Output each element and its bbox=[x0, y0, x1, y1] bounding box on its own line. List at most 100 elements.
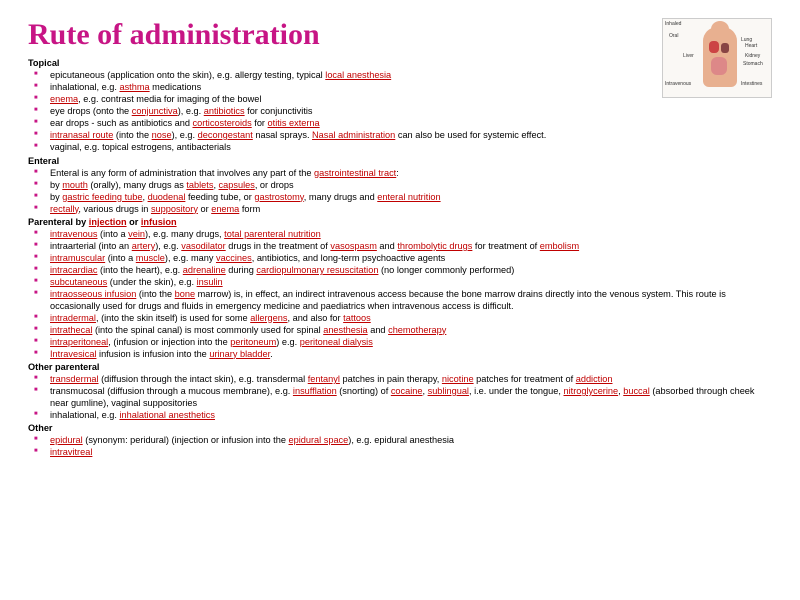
link[interactable]: vasodilator bbox=[181, 241, 225, 251]
link[interactable]: mouth bbox=[62, 180, 88, 190]
link[interactable]: fentanyl bbox=[308, 374, 340, 384]
heading-link[interactable]: infusion bbox=[141, 217, 177, 227]
link[interactable]: epidural bbox=[50, 435, 83, 445]
text: Enteral is any form of administration th… bbox=[50, 168, 314, 178]
list-item: Intravesical infusion is infusion into t… bbox=[28, 349, 772, 361]
link[interactable]: subcutaneous bbox=[50, 277, 107, 287]
link[interactable]: corticosteroids bbox=[192, 118, 251, 128]
link[interactable]: Nasal administration bbox=[312, 130, 395, 140]
text: form bbox=[239, 204, 260, 214]
list-item: intraperitoneal, (infusion or injection … bbox=[28, 337, 772, 349]
text: intraarterial (into an bbox=[50, 241, 132, 251]
text: (under the skin), e.g. bbox=[107, 277, 196, 287]
text: ), e.g. many drugs, bbox=[145, 229, 224, 239]
link[interactable]: capsules bbox=[219, 180, 255, 190]
page-title: Rute of administration bbox=[28, 18, 772, 52]
link[interactable]: local anesthesia bbox=[325, 70, 391, 80]
link[interactable]: intravenous bbox=[50, 229, 98, 239]
text: for treatment of bbox=[472, 241, 539, 251]
link[interactable]: intranasal route bbox=[50, 130, 113, 140]
text: can also be used for systemic effect. bbox=[395, 130, 546, 140]
list-item: inhalational, e.g. asthma medications bbox=[28, 82, 772, 94]
diagram-label: Inhaled bbox=[665, 21, 681, 27]
text: patches for treatment of bbox=[474, 374, 576, 384]
heading-link[interactable]: injection bbox=[89, 217, 127, 227]
section-heading: Other bbox=[28, 423, 772, 435]
link[interactable]: enema bbox=[50, 94, 78, 104]
link[interactable]: vaccines bbox=[216, 253, 252, 263]
link[interactable]: peritoneum bbox=[230, 337, 276, 347]
link[interactable]: intravitreal bbox=[50, 447, 92, 457]
link[interactable]: inhalational anesthetics bbox=[119, 410, 215, 420]
link[interactable]: conjunctiva bbox=[132, 106, 178, 116]
section-heading: Parenteral by injection or infusion bbox=[28, 217, 772, 229]
link[interactable]: transdermal bbox=[50, 374, 99, 384]
link[interactable]: addiction bbox=[576, 374, 613, 384]
link[interactable]: decongestant bbox=[198, 130, 253, 140]
link[interactable]: gastrostomy bbox=[254, 192, 303, 202]
text: , and also for bbox=[287, 313, 343, 323]
link[interactable]: vasospasm bbox=[330, 241, 376, 251]
link[interactable]: sublingual bbox=[428, 386, 469, 396]
link[interactable]: total parenteral nutrition bbox=[224, 229, 321, 239]
link[interactable]: nicotine bbox=[442, 374, 474, 384]
link[interactable]: thrombolytic drugs bbox=[397, 241, 472, 251]
link[interactable]: cardiopulmonary resuscitation bbox=[256, 265, 378, 275]
list-item: subcutaneous (under the skin), e.g. insu… bbox=[28, 277, 772, 289]
content: Topicalepicutaneous (application onto th… bbox=[28, 58, 772, 459]
heading-text: or bbox=[127, 217, 141, 227]
text: epicutaneous (application onto the skin)… bbox=[50, 70, 325, 80]
link[interactable]: intraperitoneal bbox=[50, 337, 108, 347]
text: (into the spinal canal) is most commonly… bbox=[92, 325, 323, 335]
link[interactable]: intrathecal bbox=[50, 325, 92, 335]
link[interactable]: allergens bbox=[250, 313, 287, 323]
text: , antibiotics, and long-term psychoactiv… bbox=[252, 253, 446, 263]
link[interactable]: intramuscular bbox=[50, 253, 105, 263]
link[interactable]: intracardiac bbox=[50, 265, 98, 275]
link[interactable]: suppository bbox=[151, 204, 198, 214]
link[interactable]: Intravesical bbox=[50, 349, 96, 359]
link[interactable]: vein bbox=[128, 229, 145, 239]
link[interactable]: rectally bbox=[50, 204, 78, 214]
link[interactable]: adrenaline bbox=[183, 265, 226, 275]
link[interactable]: embolism bbox=[540, 241, 579, 251]
link[interactable]: buccal bbox=[623, 386, 650, 396]
link[interactable]: insufflation bbox=[293, 386, 337, 396]
link[interactable]: nitroglycerine bbox=[563, 386, 618, 396]
link[interactable]: intradermal bbox=[50, 313, 96, 323]
link[interactable]: duodenal bbox=[148, 192, 186, 202]
text: or bbox=[198, 204, 211, 214]
link[interactable]: gastrointestinal tract bbox=[314, 168, 396, 178]
text: (snorting) of bbox=[337, 386, 391, 396]
link[interactable]: enema bbox=[211, 204, 239, 214]
link[interactable]: insulin bbox=[197, 277, 223, 287]
link[interactable]: enteral nutrition bbox=[377, 192, 440, 202]
link[interactable]: muscle bbox=[136, 253, 165, 263]
list-item: intracardiac (into the heart), e.g. adre… bbox=[28, 265, 772, 277]
text: inhalational, e.g. bbox=[50, 410, 119, 420]
link[interactable]: urinary bladder bbox=[209, 349, 270, 359]
link[interactable]: chemotherapy bbox=[388, 325, 446, 335]
section-heading: Enteral bbox=[28, 156, 772, 168]
list-item: intravenous (into a vein), e.g. many dru… bbox=[28, 229, 772, 241]
link[interactable]: artery bbox=[132, 241, 156, 251]
link[interactable]: antibiotics bbox=[204, 106, 245, 116]
text: ) e.g. bbox=[276, 337, 300, 347]
link[interactable]: tattoos bbox=[343, 313, 371, 323]
link[interactable]: intraosseous infusion bbox=[50, 289, 136, 299]
link[interactable]: tablets bbox=[186, 180, 213, 190]
link[interactable]: anesthesia bbox=[323, 325, 367, 335]
link[interactable]: epidural space bbox=[289, 435, 349, 445]
text: and bbox=[377, 241, 397, 251]
link[interactable]: otitis externa bbox=[268, 118, 320, 128]
text: patches in pain therapy, bbox=[340, 374, 442, 384]
link[interactable]: peritoneal dialysis bbox=[300, 337, 373, 347]
link[interactable]: asthma bbox=[119, 82, 149, 92]
link[interactable]: cocaine bbox=[391, 386, 423, 396]
link[interactable]: gastric feeding tube bbox=[62, 192, 142, 202]
text: vaginal, e.g. topical estrogens, antibac… bbox=[50, 142, 231, 152]
list-item: intraosseous infusion (into the bone mar… bbox=[28, 289, 772, 312]
link[interactable]: bone bbox=[175, 289, 195, 299]
text: medications bbox=[150, 82, 202, 92]
link[interactable]: nose bbox=[152, 130, 172, 140]
